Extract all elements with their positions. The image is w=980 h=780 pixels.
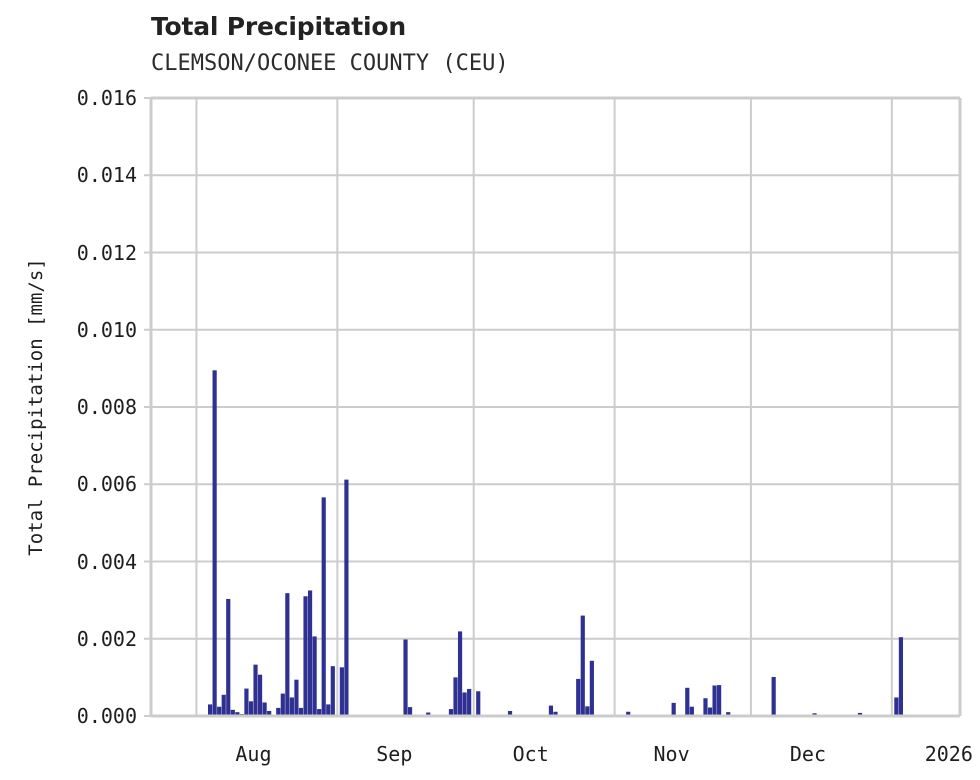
bar [244, 688, 249, 716]
bar [457, 631, 463, 716]
bar [671, 702, 676, 716]
bar [576, 678, 581, 716]
bar [303, 596, 308, 716]
bar [507, 710, 513, 716]
bar [276, 707, 281, 716]
bar [467, 688, 472, 716]
bar [585, 706, 590, 716]
y-tick-label: 0.002 [76, 626, 137, 651]
bar [898, 637, 904, 716]
y-tick-label: 0.016 [76, 86, 137, 110]
bar [253, 664, 258, 716]
bar [294, 679, 299, 716]
x-tick-label: Aug [235, 742, 272, 766]
bar [330, 666, 335, 716]
bar [317, 709, 322, 716]
y-tick-label: 0.004 [76, 549, 137, 574]
y-tick-label: 0.000 [76, 704, 137, 728]
x-tick-label: Dec [789, 742, 826, 766]
bar [689, 706, 694, 716]
bar [717, 685, 722, 716]
y-tick-label: 0.012 [76, 240, 137, 265]
x-tick-label: Sep [376, 742, 413, 766]
chart-subtitle: CLEMSON/OCONEE COUNTY (CEU) [151, 51, 509, 76]
bar [553, 711, 558, 716]
bar [403, 639, 408, 716]
page-title: Total Precipitation [151, 12, 406, 41]
bar [344, 479, 349, 716]
bar [589, 660, 594, 716]
bar [626, 711, 631, 716]
bar [685, 687, 690, 716]
bar [307, 590, 313, 716]
bar [453, 677, 458, 717]
bar [476, 691, 481, 716]
bar [339, 667, 344, 716]
bar [726, 712, 731, 716]
bar [262, 702, 267, 716]
bar [462, 692, 467, 716]
bar [703, 698, 708, 716]
bar [326, 704, 331, 716]
bar [289, 697, 294, 716]
bar [712, 685, 717, 716]
bar [407, 707, 413, 716]
bar [548, 705, 554, 716]
bar [448, 709, 454, 716]
y-tick-label: 0.010 [76, 317, 137, 342]
bar [280, 693, 285, 716]
x-tick-label: Oct [512, 742, 549, 766]
bar [857, 712, 863, 716]
x-tick-label: 2026 [924, 742, 973, 766]
bar [230, 709, 235, 716]
bar [212, 370, 217, 716]
bar [226, 598, 231, 716]
bar [298, 707, 304, 716]
bar [235, 712, 240, 716]
bar [217, 706, 222, 716]
bar [894, 697, 899, 716]
bar [248, 701, 254, 716]
bar [207, 704, 213, 716]
bar [312, 636, 317, 716]
y-tick-label: 0.008 [76, 395, 137, 419]
bar [426, 712, 431, 716]
x-tick-label: Nov [653, 742, 690, 766]
bar [221, 694, 226, 716]
bar [267, 710, 272, 716]
y-tick-label: 0.014 [76, 163, 137, 188]
bar [580, 615, 585, 716]
y-tick-label: 0.006 [76, 472, 137, 497]
bar [321, 497, 326, 716]
bar [257, 674, 263, 716]
bar [285, 593, 290, 716]
bar [771, 676, 776, 716]
bar [707, 707, 713, 716]
